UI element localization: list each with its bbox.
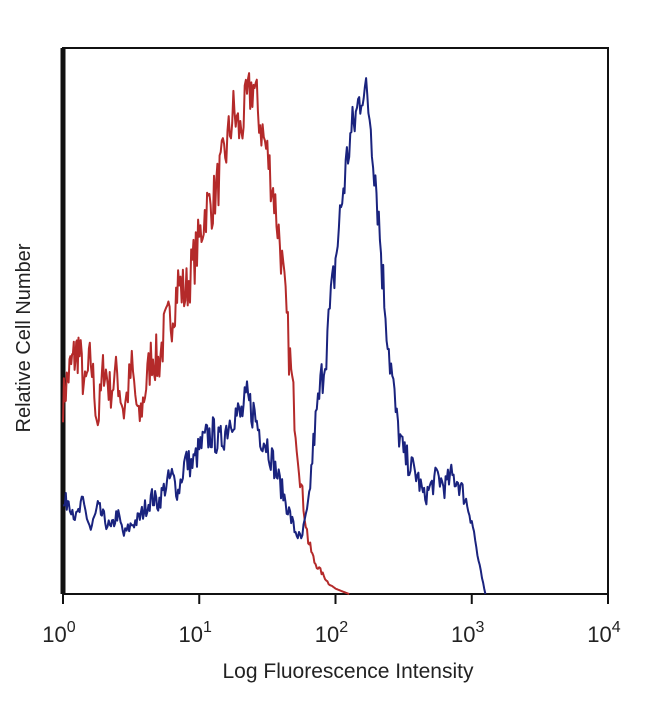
series-layer: [62, 72, 487, 595]
y-axis-title: Relative Cell Number: [13, 243, 35, 432]
x-tick-label: 100: [42, 619, 75, 647]
x-tick-label: 103: [451, 619, 484, 647]
x-tick-label: 104: [587, 619, 620, 647]
x-axis-title: Log Fluorescence Intensity: [223, 660, 474, 683]
x-tick-layer: 100 101 102 103 104: [42, 594, 621, 647]
histogram-series-2: [62, 77, 487, 595]
x-tick-label: 102: [315, 619, 348, 647]
histogram-series-1: [62, 72, 350, 595]
x-tick-label: 101: [179, 619, 212, 647]
